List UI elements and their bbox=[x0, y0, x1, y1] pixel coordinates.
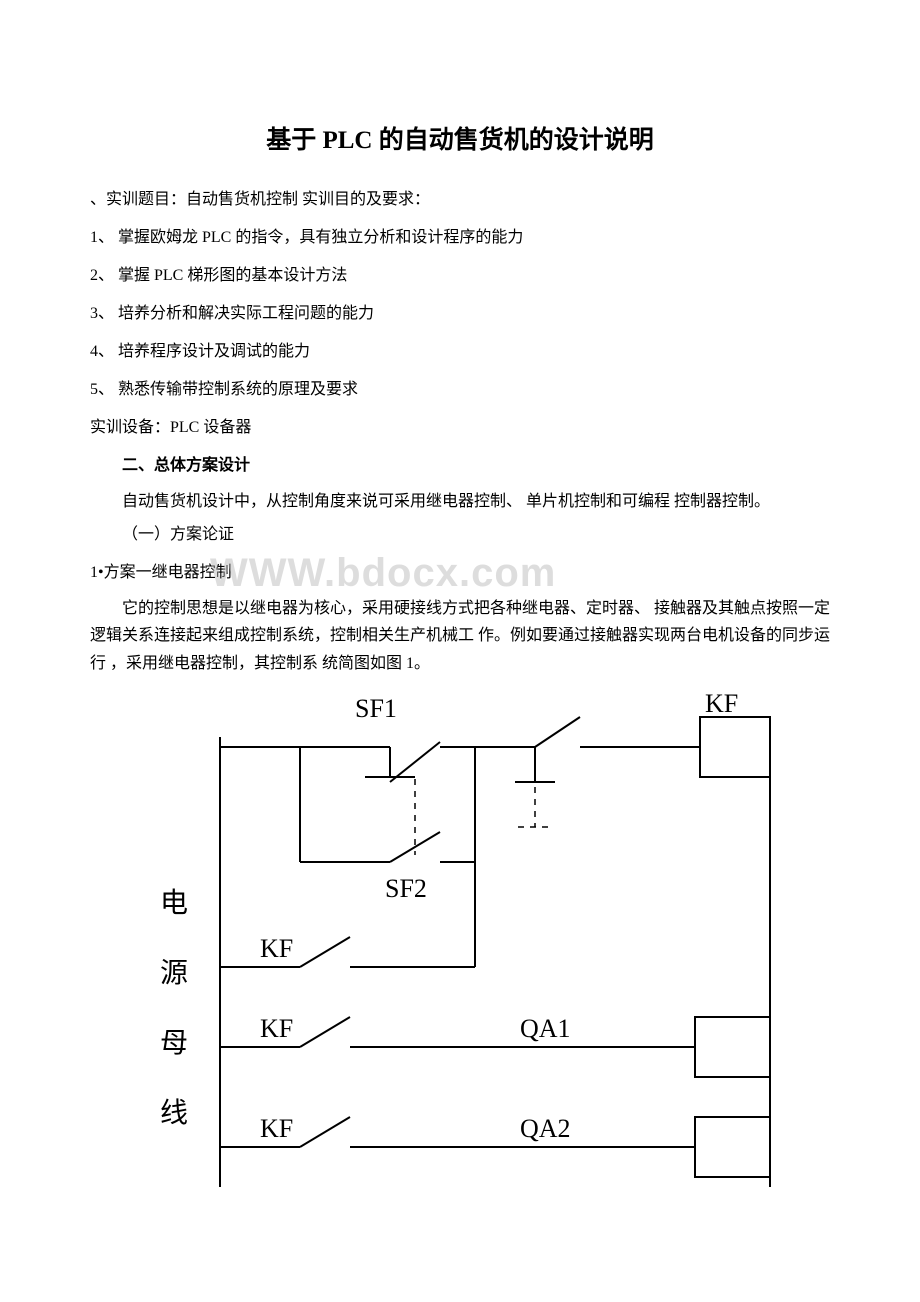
label-sf1: SF1 bbox=[355, 694, 397, 723]
label-kf-3: KF bbox=[260, 1114, 293, 1143]
label-kf-coil: KF bbox=[705, 689, 738, 718]
equipment-line: 实训设备：PLC 设备器 bbox=[90, 412, 830, 444]
label-kf-2: KF bbox=[260, 1014, 293, 1043]
section-2-body: 自动售货机设计中，从控制角度来说可采用继电器控制、 单片机控制和可编程 控制器控… bbox=[90, 488, 830, 515]
page-title: 基于 PLC 的自动售货机的设计说明 bbox=[90, 120, 830, 156]
list-item: 4、 培养程序设计及调试的能力 bbox=[90, 336, 830, 368]
subsection-1: （一）方案论证 bbox=[90, 519, 830, 551]
list-item: 2、 掌握 PLC 梯形图的基本设计方法 bbox=[90, 260, 830, 292]
section-2-heading: 二、总体方案设计 bbox=[90, 450, 830, 482]
intro-line: 、实训题目：自动售货机控制 实训目的及要求： bbox=[90, 184, 830, 216]
relay-diagram: 电 源 母 线 SF1 KF bbox=[90, 687, 830, 1187]
side-label: 电 bbox=[160, 887, 188, 919]
list-item: 1、 掌握欧姆龙 PLC 的指令，具有独立分析和设计程序的能力 bbox=[90, 222, 830, 254]
scheme-1-title: 1•方案一继电器控制 bbox=[90, 557, 830, 589]
side-label: 母 bbox=[160, 1028, 188, 1059]
list-item: 3、 培养分析和解决实际工程问题的能力 bbox=[90, 298, 830, 330]
label-kf-1: KF bbox=[260, 934, 293, 963]
label-qa2: QA2 bbox=[520, 1114, 571, 1143]
scheme-1-body: 它的控制思想是以继电器为核心，采用硬接线方式把各种继电器、定时器、 接触器及其触… bbox=[90, 595, 830, 677]
list-item: 5、 熟悉传输带控制系统的原理及要求 bbox=[90, 374, 830, 406]
label-sf2: SF2 bbox=[385, 874, 427, 903]
side-label: 线 bbox=[160, 1097, 188, 1129]
side-label: 源 bbox=[160, 958, 188, 989]
label-qa1: QA1 bbox=[520, 1014, 571, 1043]
